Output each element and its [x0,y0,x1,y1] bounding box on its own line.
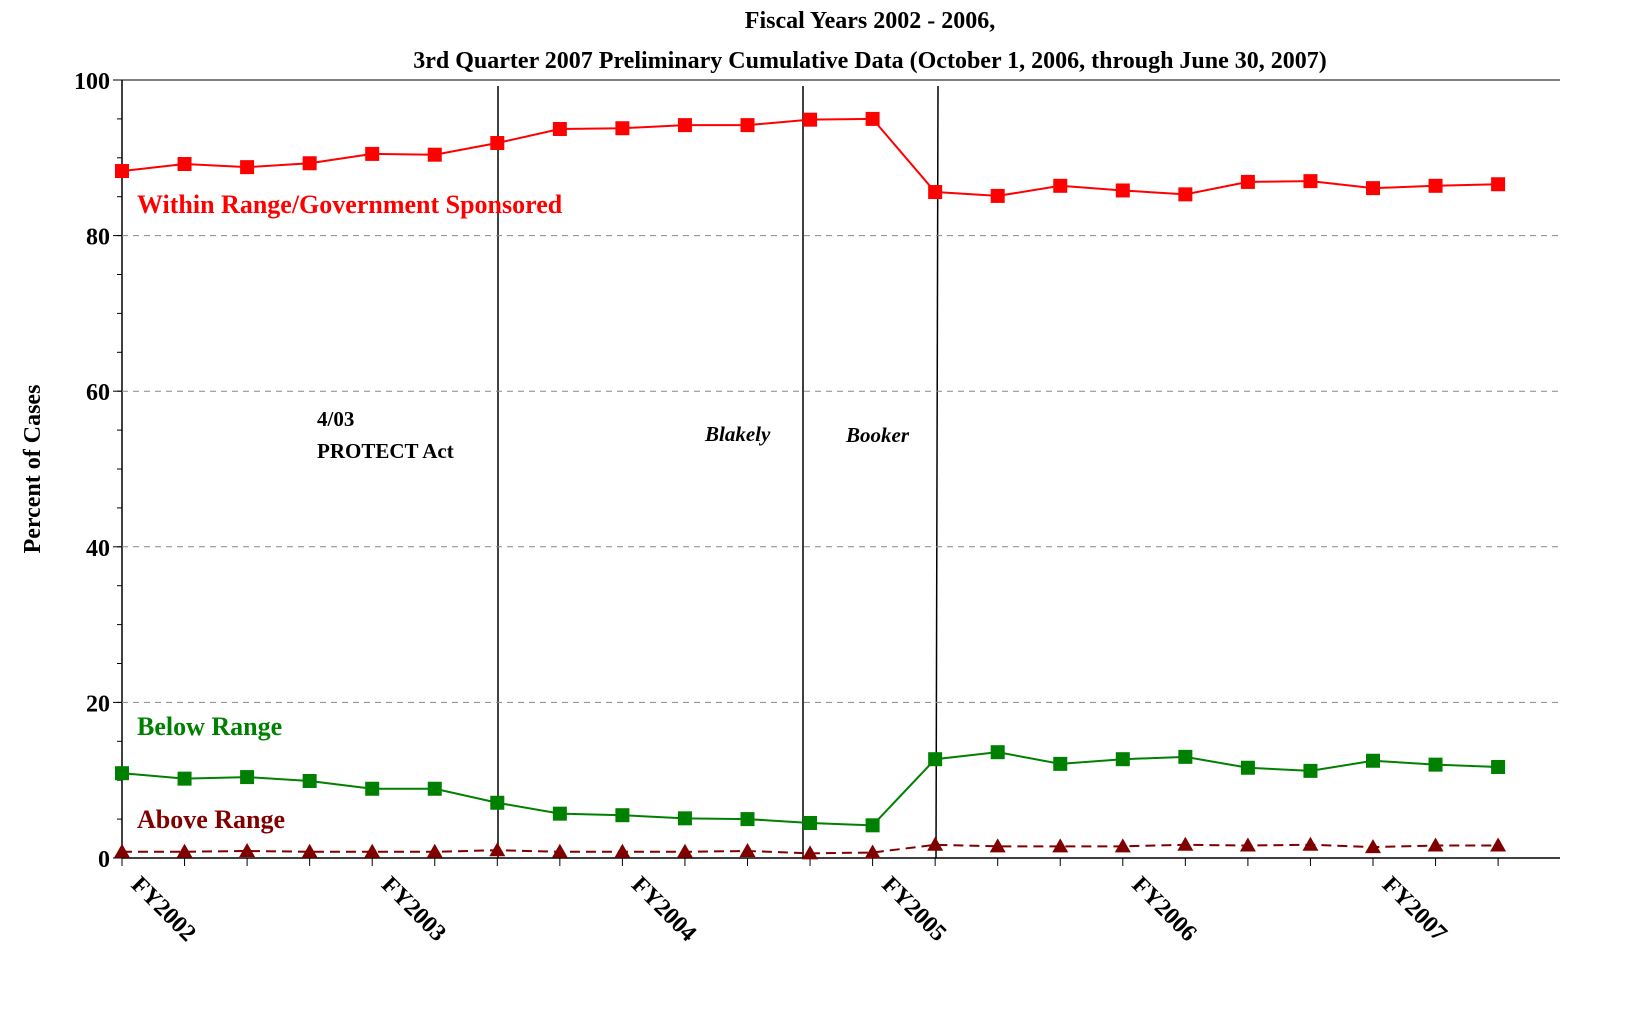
marker [177,771,192,786]
marker [677,118,692,133]
marker [1240,174,1255,189]
marker [927,836,944,851]
marker [928,185,943,200]
marker [1366,181,1380,196]
marker [1239,837,1256,852]
marker [427,147,442,162]
marker [1115,183,1130,198]
marker [1366,753,1380,768]
marker [552,806,567,821]
y-tick-label: 20 [86,691,110,717]
marker [740,118,755,133]
marker [552,122,567,137]
x-tick-label: FY2006 [1127,872,1202,947]
marker [301,843,318,858]
marker [1053,178,1068,193]
marker [1303,174,1318,189]
marker [115,766,129,781]
marker [490,795,505,810]
annotation: Booker [845,423,910,447]
marker [177,157,192,172]
marker [426,843,443,858]
series-line [121,751,1499,827]
marker [1428,178,1443,193]
marker [865,818,880,833]
marker [740,812,755,827]
marker [803,112,818,127]
marker [676,843,693,858]
marker [1490,837,1507,852]
marker [551,843,568,858]
series-label: Within Range/Government Sponsored [137,190,563,219]
marker [240,770,255,785]
marker [427,781,442,796]
event-line [935,85,939,859]
marker [176,843,193,858]
marker [115,164,129,179]
annotation: PROTECT Act [317,439,454,463]
marker [365,781,380,796]
x-tick-label: FY2007 [1377,872,1452,947]
marker [802,845,819,860]
marker [803,815,818,830]
marker [864,844,881,859]
annotation: 4/03 [317,407,354,431]
marker [614,843,631,858]
marker [1115,752,1130,767]
marker [364,843,381,858]
x-tick-label: FY2004 [626,872,701,947]
marker [990,188,1005,203]
y-axis-label: Percent of Cases [20,385,46,554]
series-label: Above Range [137,805,285,834]
marker [1302,836,1319,851]
y-tick-label: 80 [86,225,110,251]
marker [1428,757,1443,772]
marker [739,842,756,857]
y-tick-label: 100 [74,69,110,95]
marker [1427,837,1444,852]
y-tick-label: 40 [86,536,110,562]
marker [490,136,505,151]
marker [865,111,880,126]
series-line [121,117,1499,197]
marker [239,842,256,857]
marker [489,842,506,857]
marker [1178,187,1193,202]
marker [928,752,943,767]
marker [1240,760,1255,775]
y-tick-label: 60 [86,380,110,406]
marker [365,146,380,161]
annotation: Blakely [704,422,771,446]
marker [302,156,317,171]
marker [1491,759,1506,774]
marker [1178,749,1193,764]
marker [677,811,692,826]
marker [1052,838,1069,853]
marker [615,808,630,823]
x-tick-label: FY2002 [126,872,201,947]
y-tick-label: 0 [98,847,110,873]
marker [1365,839,1381,854]
chart-title: 3rd Quarter 2007 Preliminary Cumulative … [413,48,1327,74]
marker [1114,838,1131,853]
marker [114,843,130,858]
chart-title: Fiscal Years 2002 - 2006, [745,8,995,34]
marker [1177,836,1194,851]
marker [1491,177,1506,192]
x-tick-label: FY2005 [876,872,951,947]
marker [1303,763,1318,778]
marker [240,160,255,175]
marker [990,745,1005,760]
marker [302,773,317,788]
x-tick-label: FY2003 [376,872,451,947]
marker [1053,756,1068,771]
marker [615,121,630,136]
series-label: Below Range [137,712,282,741]
marker [989,838,1006,853]
